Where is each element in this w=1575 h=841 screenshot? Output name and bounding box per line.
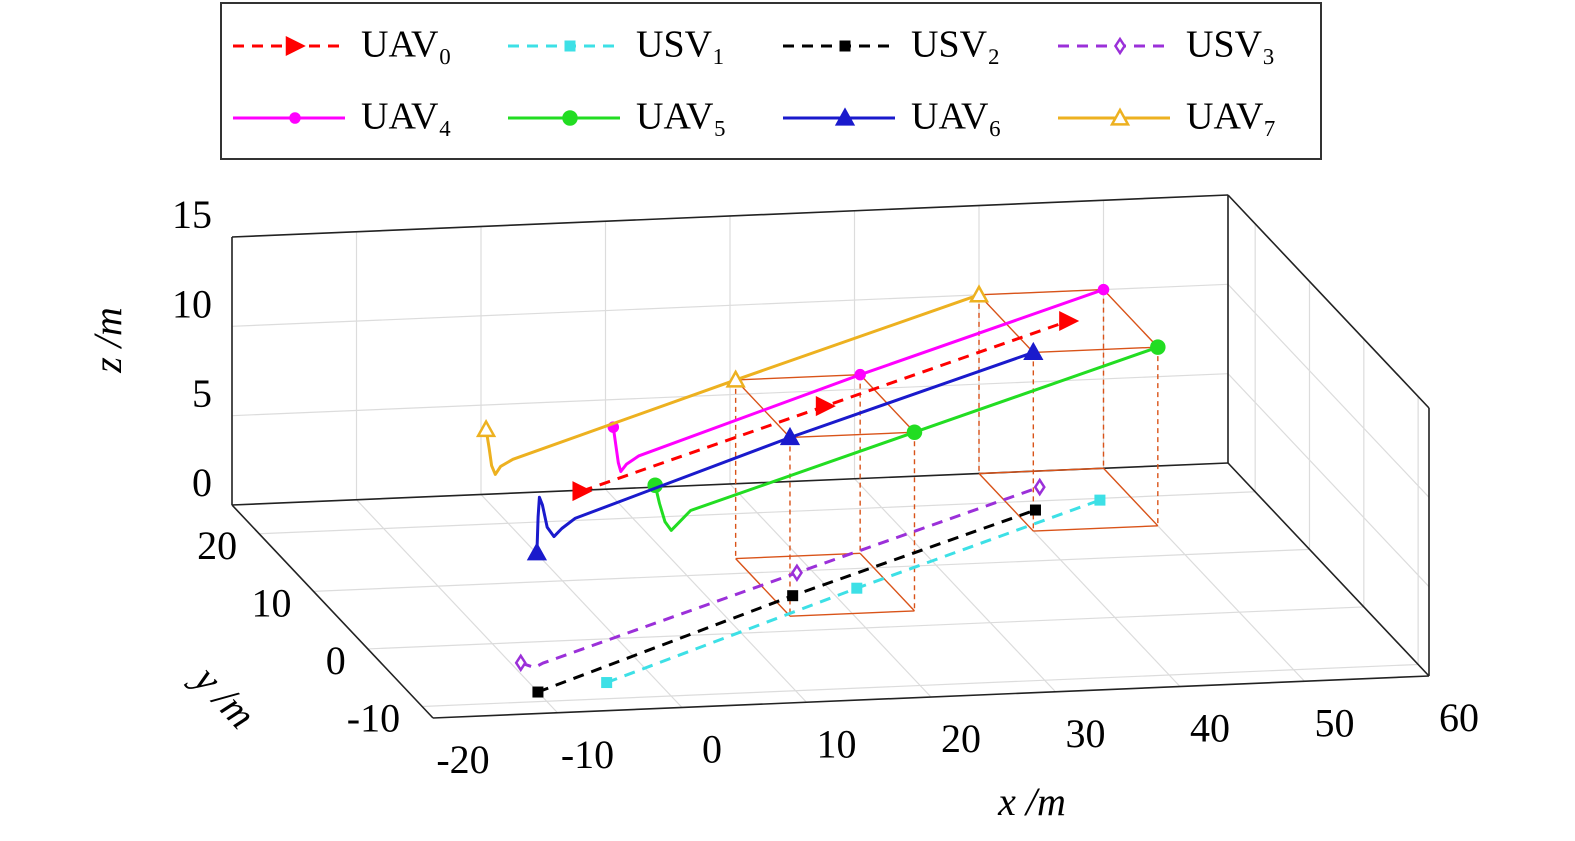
- trajectory: [520, 485, 1041, 670]
- formation-edge: [978, 473, 1034, 532]
- y-tick-label: 20: [197, 523, 237, 568]
- marker: [1150, 339, 1166, 355]
- x-tick-label: -20: [436, 737, 489, 782]
- marker: [1033, 477, 1046, 497]
- grid-line: [729, 483, 932, 698]
- marker: [815, 396, 836, 417]
- marker: [526, 542, 548, 561]
- x-tick-label: 40: [1190, 706, 1230, 751]
- grid-line: [313, 548, 1310, 592]
- x-tick-label: -10: [561, 732, 614, 777]
- trajectory: [484, 293, 980, 476]
- z-axis-label: z /m: [85, 307, 130, 374]
- legend-marker: [834, 107, 856, 126]
- legend-marker: [285, 35, 306, 57]
- grid-line: [480, 494, 683, 708]
- formation-edge: [978, 288, 1104, 296]
- x-tick-label: 30: [1066, 711, 1106, 756]
- z-tick-label: 10: [172, 282, 212, 327]
- x-tick-label: 10: [817, 721, 857, 766]
- axis-edge: [1227, 194, 1430, 409]
- formation-edge: [789, 431, 915, 439]
- marker: [906, 424, 923, 440]
- marker: [851, 582, 863, 594]
- x-tick-label: 0: [702, 727, 722, 772]
- legend-marker: [839, 40, 851, 52]
- legend-label: UAV₅: [636, 96, 727, 138]
- marker: [1023, 341, 1044, 361]
- formation-edge: [1033, 346, 1158, 354]
- marker: [779, 426, 801, 446]
- axis-edge: [231, 194, 1229, 238]
- trajectory: [653, 345, 1159, 532]
- z-tick-label: 15: [172, 192, 212, 237]
- formation-edge: [735, 558, 791, 617]
- z-tick-label: 5: [192, 371, 212, 416]
- legend-marker: [562, 110, 578, 126]
- marker: [968, 284, 990, 303]
- x-tick-label: 50: [1315, 700, 1355, 745]
- formation-edge: [735, 552, 861, 560]
- marker: [854, 368, 866, 381]
- marker: [572, 481, 593, 502]
- x-tick-label: 60: [1439, 695, 1479, 740]
- y-tick-label: 10: [251, 581, 291, 626]
- z-tick-label: 0: [192, 460, 212, 505]
- formation-edge: [789, 610, 915, 617]
- grid-line: [1227, 283, 1430, 498]
- x-axis-label: x /m: [997, 779, 1066, 824]
- marker: [532, 686, 544, 698]
- trajectory: [535, 350, 1034, 553]
- y-tick-label: 0: [326, 638, 346, 683]
- x-tick-label: 20: [941, 716, 981, 761]
- grid-line: [854, 478, 1056, 693]
- legend-label: UAV₆: [911, 96, 1002, 138]
- marker: [1059, 310, 1080, 332]
- formation-edge: [735, 379, 791, 438]
- formation-edge: [978, 467, 1104, 475]
- legend-marker: [1109, 107, 1131, 126]
- y-tick-label: -10: [347, 696, 400, 741]
- trajectory: [611, 288, 1104, 473]
- trajectory: [537, 508, 1036, 694]
- formation-edge: [1102, 467, 1159, 527]
- legend-label: UAV₇: [1186, 96, 1277, 138]
- marker: [475, 418, 497, 438]
- y-axis-label: y /m: [183, 654, 265, 737]
- axis-edge: [231, 504, 434, 719]
- marker: [1094, 494, 1106, 506]
- marker: [1097, 283, 1110, 296]
- legend-label: UAV₄: [361, 96, 452, 138]
- legend-box: [220, 2, 1322, 160]
- grid-line: [422, 663, 1419, 708]
- formation-edge: [1102, 289, 1159, 348]
- grid-line: [367, 606, 1364, 650]
- legend-label: USV₁: [636, 24, 725, 66]
- axis-edge: [432, 675, 1430, 719]
- legend-label: UAV₀: [361, 24, 452, 66]
- marker: [725, 369, 746, 388]
- axis-edge: [1227, 462, 1430, 677]
- formation-edge: [859, 552, 915, 612]
- legend-label: USV₂: [911, 24, 1000, 66]
- legend-marker: [289, 112, 301, 124]
- marker: [601, 677, 613, 689]
- grid-line: [259, 491, 1256, 535]
- legend-marker: [564, 40, 576, 52]
- marker: [514, 653, 527, 673]
- legend-label: USV₃: [1186, 24, 1275, 66]
- grid-line: [356, 499, 558, 714]
- formation-edge: [1033, 525, 1158, 532]
- legend-marker: [1113, 36, 1127, 56]
- grid-line: [605, 488, 807, 703]
- formation-edge: [735, 373, 861, 381]
- grid-line: [1227, 373, 1430, 588]
- marker: [790, 563, 803, 583]
- marker: [1029, 504, 1041, 516]
- marker: [787, 590, 799, 602]
